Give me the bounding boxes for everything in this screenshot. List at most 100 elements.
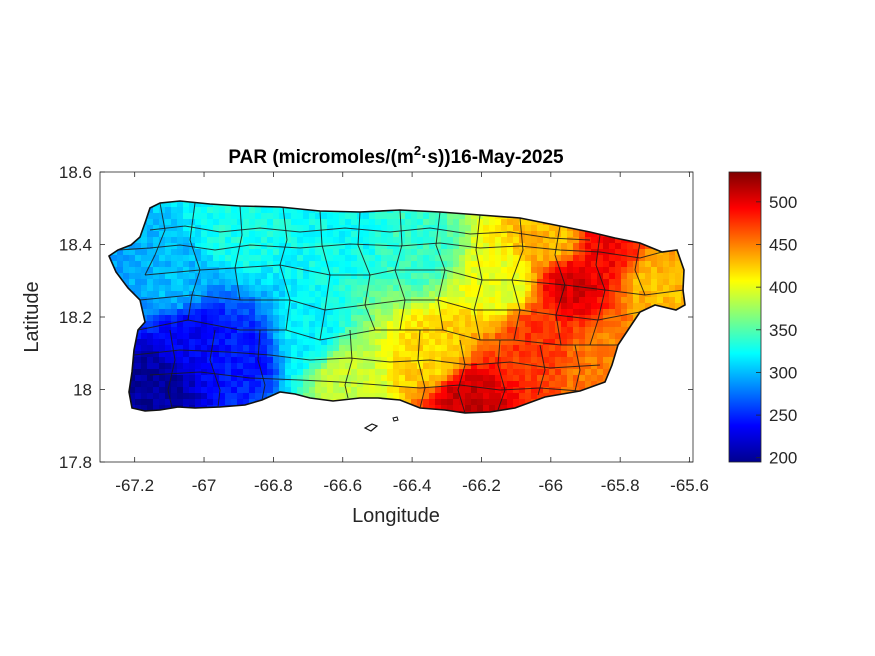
heat-cell <box>645 255 651 261</box>
heat-cell <box>639 261 645 267</box>
heat-cell <box>573 321 579 327</box>
heat-cell <box>537 291 543 297</box>
heat-cell <box>525 327 531 333</box>
heat-cell <box>351 327 357 333</box>
heat-cell <box>663 267 669 273</box>
y-tick-label: 18 <box>73 381 92 400</box>
title-superscript: 2 <box>414 143 421 158</box>
heat-cell <box>621 291 627 297</box>
heat-cell <box>441 381 447 387</box>
heat-cell <box>213 303 219 309</box>
heat-cell <box>447 243 453 249</box>
heat-cell <box>159 243 165 249</box>
heat-cell <box>435 369 441 375</box>
heat-cell <box>411 381 417 387</box>
heat-cell <box>333 333 339 339</box>
heat-cell <box>495 315 501 321</box>
heat-cell <box>333 387 339 393</box>
heat-cell <box>327 219 333 225</box>
heat-cell <box>543 225 549 231</box>
heat-cell <box>345 279 351 285</box>
heat-cell <box>393 393 399 399</box>
heat-cell <box>519 357 525 363</box>
heat-cell <box>345 387 351 393</box>
heat-cell <box>531 225 537 231</box>
heat-cell <box>549 333 555 339</box>
heat-cell <box>465 225 471 231</box>
heat-cell <box>369 219 375 225</box>
title-suffix: ·s))16-May-2025 <box>421 147 564 168</box>
heat-cell <box>303 309 309 315</box>
heat-cell <box>483 249 489 255</box>
heat-cell <box>141 345 147 351</box>
heat-cell <box>603 351 609 357</box>
heat-cell <box>249 333 255 339</box>
heat-cell <box>567 297 573 303</box>
heat-cell <box>321 393 327 399</box>
heat-cell <box>507 333 513 339</box>
heat-cell <box>501 369 507 375</box>
heat-cell <box>399 357 405 363</box>
heat-cell <box>231 243 237 249</box>
heat-cell <box>399 345 405 351</box>
heat-cell <box>489 303 495 309</box>
heat-cell <box>261 333 267 339</box>
heat-cell <box>357 219 363 225</box>
heat-cell <box>207 219 213 225</box>
heat-cell <box>555 231 561 237</box>
heat-cell <box>153 351 159 357</box>
heat-cell <box>249 387 255 393</box>
heat-cell <box>129 267 135 273</box>
heat-cell <box>213 399 219 405</box>
heat-cell <box>549 345 555 351</box>
heat-cell <box>129 249 135 255</box>
heat-cell <box>357 285 363 291</box>
heat-cell <box>195 363 201 369</box>
heat-cell <box>243 363 249 369</box>
heat-cell <box>141 279 147 285</box>
heat-cell <box>141 255 147 261</box>
heat-cell <box>171 261 177 267</box>
heat-cell <box>363 393 369 399</box>
heat-cell <box>273 363 279 369</box>
heat-cell <box>381 321 387 327</box>
heat-cell <box>597 237 603 243</box>
heat-cell <box>435 351 441 357</box>
heat-cell <box>621 267 627 273</box>
heat-cell <box>351 213 357 219</box>
heat-cell <box>555 279 561 285</box>
heat-cell <box>657 261 663 267</box>
heat-cell <box>423 321 429 327</box>
heat-cell <box>495 321 501 327</box>
heat-cell <box>387 357 393 363</box>
heat-cell <box>675 255 681 261</box>
heat-cell <box>477 261 483 267</box>
heat-cell <box>453 309 459 315</box>
heat-cell <box>285 333 291 339</box>
heat-cell <box>483 351 489 357</box>
heat-cell <box>213 267 219 273</box>
heat-cell <box>279 219 285 225</box>
heat-cell <box>459 369 465 375</box>
heat-cell <box>447 249 453 255</box>
heat-cell <box>453 363 459 369</box>
heat-cell <box>411 291 417 297</box>
heat-cell <box>531 261 537 267</box>
heat-cell <box>423 303 429 309</box>
heat-cell <box>165 315 171 321</box>
heat-cell <box>465 219 471 225</box>
heat-cell <box>465 333 471 339</box>
heat-cell <box>405 219 411 225</box>
heat-cell <box>615 243 621 249</box>
heat-cell <box>147 369 153 375</box>
heat-cell <box>363 237 369 243</box>
heat-cell <box>147 387 153 393</box>
heat-cell <box>471 387 477 393</box>
heat-cell <box>621 249 627 255</box>
heat-cell <box>195 303 201 309</box>
heat-cell <box>303 303 309 309</box>
heat-cell <box>447 345 453 351</box>
heat-cell <box>255 321 261 327</box>
heat-cell <box>237 375 243 381</box>
